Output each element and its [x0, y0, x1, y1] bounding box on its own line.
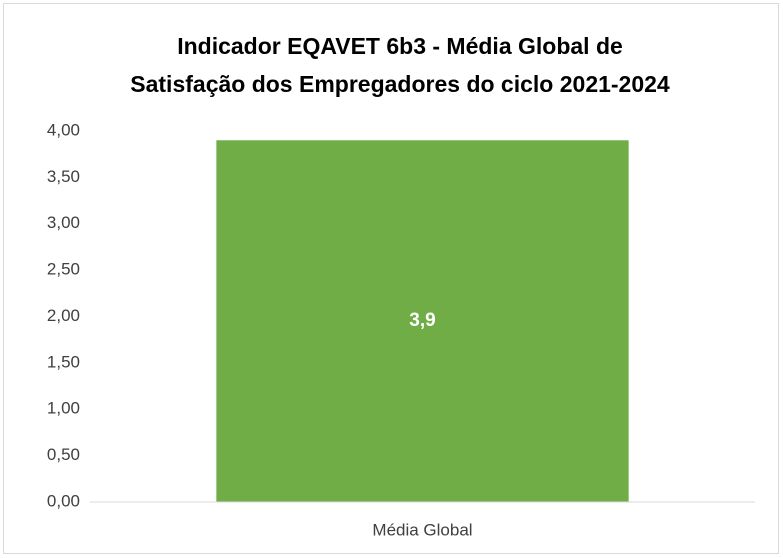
chart-title: Indicador EQAVET 6b3 - Média Global de — [177, 33, 623, 59]
y-tick-label: 0,50 — [47, 445, 80, 464]
bar — [216, 140, 629, 502]
x-tick-label: Média Global — [372, 520, 472, 539]
data-label: 3,9 — [409, 310, 435, 331]
y-tick-label: 0,00 — [47, 491, 80, 510]
y-tick-label: 1,50 — [47, 352, 80, 371]
y-tick-label: 2,50 — [47, 260, 80, 279]
y-tick-label: 1,00 — [47, 399, 80, 418]
y-tick-label: 4,00 — [47, 120, 80, 139]
chart-title: Satisfação dos Empregadores do ciclo 202… — [130, 71, 670, 97]
y-tick-label: 3,50 — [47, 167, 80, 186]
y-tick-label: 2,00 — [47, 306, 80, 325]
y-tick-label: 3,00 — [47, 213, 80, 232]
